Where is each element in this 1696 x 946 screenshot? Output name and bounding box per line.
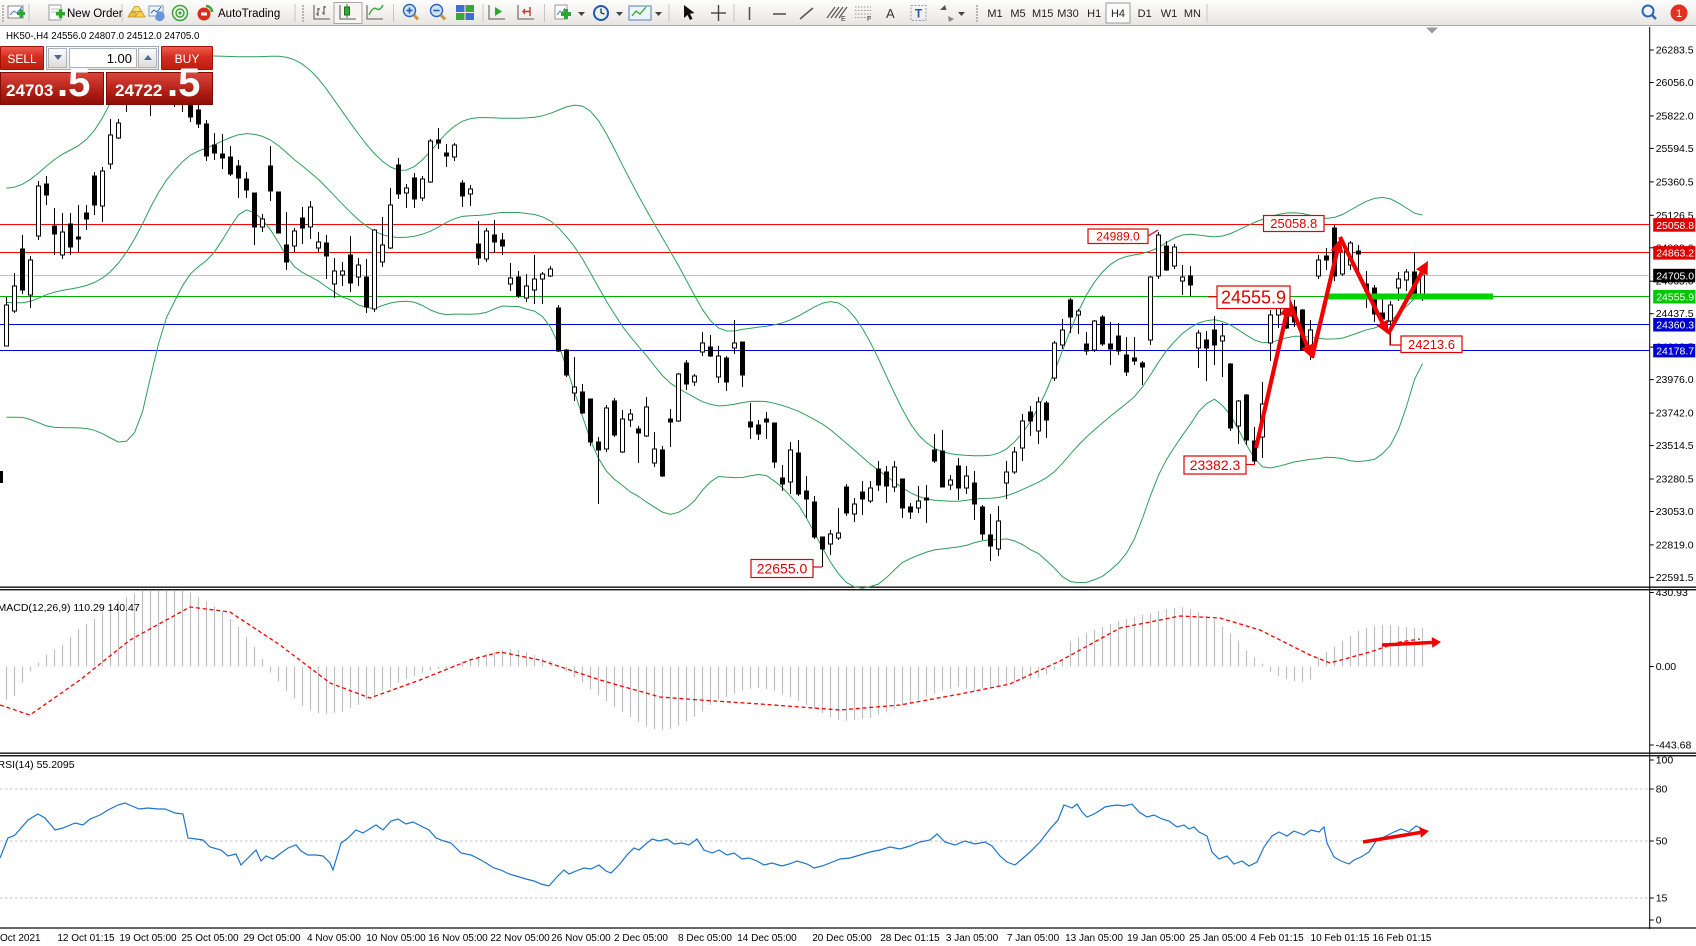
svg-text:23382.3: 23382.3 [1190,457,1241,473]
svg-text:23976.0: 23976.0 [1656,374,1694,386]
svg-text:13 Jan 05:00: 13 Jan 05:00 [1065,933,1123,944]
svg-text:29 Oct 05:00: 29 Oct 05:00 [243,933,301,944]
svg-text:25058.8: 25058.8 [1656,220,1694,232]
svg-text:A: A [886,6,895,21]
svg-text:New Order: New Order [67,8,123,20]
svg-text:22655.0: 22655.0 [757,561,808,577]
svg-text:M1: M1 [987,8,1002,20]
svg-text:25058.8: 25058.8 [1270,216,1317,231]
svg-text:MACD(12,26,9) 110.29 140.47: MACD(12,26,9) 110.29 140.47 [0,602,140,614]
svg-text:H1: H1 [1087,8,1101,20]
svg-text:16 Feb 01:15: 16 Feb 01:15 [1373,933,1432,944]
svg-text:M15: M15 [1032,8,1053,20]
svg-text:20 Dec 05:00: 20 Dec 05:00 [812,933,872,944]
svg-text:23514.5: 23514.5 [1656,440,1694,452]
svg-text:25594.5: 25594.5 [1656,143,1694,155]
svg-text:H4: H4 [1111,8,1125,20]
svg-text:24863.2: 24863.2 [1656,248,1694,260]
svg-text:28 Dec 01:15: 28 Dec 01:15 [880,933,940,944]
svg-text:10 Feb 01:15: 10 Feb 01:15 [1311,933,1370,944]
svg-text:23742.0: 23742.0 [1656,408,1694,420]
svg-text:24437.5: 24437.5 [1656,308,1694,320]
svg-text:26 Nov 05:00: 26 Nov 05:00 [551,933,611,944]
svg-text:AutoTrading: AutoTrading [218,8,280,20]
svg-text:4 Nov 05:00: 4 Nov 05:00 [307,933,361,944]
svg-text:3 Jan 05:00: 3 Jan 05:00 [946,933,999,944]
svg-text:25 Oct 05:00: 25 Oct 05:00 [181,933,239,944]
svg-text:24213.6: 24213.6 [1408,337,1455,352]
svg-text:HK50-,H4 24556.0 24807.0 2451: HK50-,H4 24556.0 24807.0 24512.0 24705.0 [6,31,200,42]
svg-text:23053.0: 23053.0 [1656,506,1694,518]
svg-text:16 Nov 05:00: 16 Nov 05:00 [428,933,488,944]
svg-text:23280.5: 23280.5 [1656,474,1694,486]
svg-text:24178.7: 24178.7 [1656,346,1694,358]
svg-text:10 Nov 05:00: 10 Nov 05:00 [366,933,426,944]
svg-text:19 Oct 05:00: 19 Oct 05:00 [119,933,177,944]
svg-text:24555.9: 24555.9 [1221,288,1286,308]
svg-text:80: 80 [1656,784,1668,796]
svg-text:24555.9: 24555.9 [1656,292,1694,304]
svg-text:25822.0: 25822.0 [1656,110,1694,122]
svg-text:26283.5: 26283.5 [1656,45,1694,57]
svg-text:M30: M30 [1057,8,1078,20]
svg-text:24705.0: 24705.0 [1656,270,1694,282]
svg-text:F: F [867,16,871,23]
svg-text:0: 0 [1656,915,1662,927]
svg-text:W1: W1 [1161,8,1178,20]
svg-text:22591.5: 22591.5 [1656,572,1694,584]
svg-text:24989.0: 24989.0 [1096,230,1140,244]
svg-text:Oct 2021: Oct 2021 [0,933,41,944]
svg-text:430.93: 430.93 [1656,587,1688,599]
svg-text:MN: MN [1184,8,1201,20]
svg-text:22819.0: 22819.0 [1656,539,1694,551]
svg-text:-443.68: -443.68 [1656,740,1692,752]
svg-text:2 Dec 05:00: 2 Dec 05:00 [614,933,668,944]
svg-text:26056.0: 26056.0 [1656,77,1694,89]
svg-text:T: T [915,7,923,21]
svg-text:M5: M5 [1010,8,1025,20]
svg-text:1: 1 [1676,8,1682,20]
svg-text:100: 100 [1656,755,1674,767]
svg-text:4 Feb 01:15: 4 Feb 01:15 [1250,933,1304,944]
svg-text:50: 50 [1656,836,1668,848]
svg-text:RSI(14) 55.2095: RSI(14) 55.2095 [0,759,75,771]
svg-text:19 Jan 05:00: 19 Jan 05:00 [1127,933,1185,944]
svg-text:12 Oct 01:15: 12 Oct 01:15 [57,933,115,944]
svg-text:D1: D1 [1138,8,1152,20]
svg-text:0.00: 0.00 [1656,661,1677,673]
svg-text:E: E [841,16,846,23]
svg-text:14 Dec 05:00: 14 Dec 05:00 [737,933,797,944]
svg-text:7 Jan 05:00: 7 Jan 05:00 [1007,933,1060,944]
svg-text:24360.3: 24360.3 [1656,320,1694,332]
svg-text:22 Nov 05:00: 22 Nov 05:00 [490,933,550,944]
svg-text:25 Jan 05:00: 25 Jan 05:00 [1189,933,1247,944]
svg-text:15: 15 [1656,893,1668,905]
svg-text:25360.5: 25360.5 [1656,176,1694,188]
svg-text:8 Dec 05:00: 8 Dec 05:00 [678,933,732,944]
